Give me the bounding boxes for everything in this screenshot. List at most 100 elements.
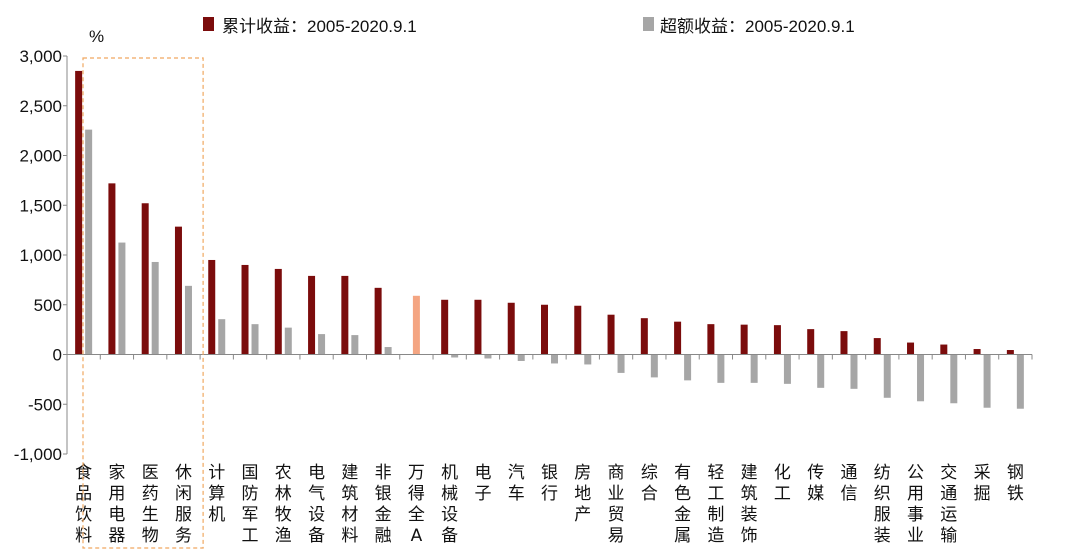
x-category-label: 有色金属 [674, 463, 691, 546]
x-category-label: 综合 [641, 463, 658, 504]
bar-excess [151, 261, 159, 355]
legend-swatch-cumulative [203, 17, 214, 31]
bar-excess [750, 354, 758, 383]
axes [66, 56, 1033, 454]
x-category-label: 国防军工 [242, 463, 259, 546]
bar-cumulative [507, 302, 515, 355]
legend-swatch-excess [643, 17, 654, 31]
bar-cumulative [474, 299, 482, 355]
bar-excess [118, 242, 126, 355]
bar-excess [717, 354, 725, 383]
x-category-label: 化工 [774, 463, 791, 504]
bar-cumulative [141, 203, 149, 355]
bar-cumulative [707, 324, 715, 355]
bar-cumulative [374, 287, 382, 355]
bar-excess [551, 354, 558, 364]
bar-cumulative [674, 321, 682, 355]
y-tick-label: 2,500 [19, 97, 62, 116]
y-tick-label: 0 [53, 346, 62, 365]
bar-excess [684, 354, 692, 381]
bar-cumulative [108, 183, 116, 355]
x-category-label: 建筑材料 [341, 463, 358, 546]
x-category-label: 医药生物 [142, 463, 159, 546]
bar-highlight-wind-a [412, 295, 420, 355]
x-category-label: 传媒 [807, 463, 824, 504]
bar-cumulative [241, 264, 249, 355]
category-labels: 食品饮料家用电器医药生物休闲服务计算机国防军工农林牧渔电气设备建筑材料非银金融万… [75, 463, 1024, 546]
bar-excess [917, 354, 925, 402]
bar-cumulative [75, 70, 83, 355]
bar-cumulative [574, 305, 582, 355]
bar-excess [517, 354, 525, 361]
x-category-label: 建筑装饰 [741, 463, 758, 546]
bar-cumulative [308, 275, 316, 355]
x-category-label: 休闲服务 [175, 463, 192, 546]
x-category-label: 钢铁 [1007, 463, 1024, 504]
bar-cumulative [208, 259, 216, 355]
x-category-label: 交通运输 [940, 463, 957, 546]
bar-cumulative [1006, 350, 1014, 355]
x-category-label: 计算机 [208, 463, 225, 525]
bar-excess [850, 354, 858, 389]
bar-cumulative [940, 344, 948, 355]
bar-cumulative [807, 329, 815, 355]
y-tick-label: 3,000 [19, 47, 62, 66]
bar-excess [351, 335, 359, 355]
bar-cumulative [740, 324, 748, 355]
x-category-label: 纺织服装 [874, 463, 891, 546]
bar-excess [384, 347, 392, 355]
bar-excess [218, 319, 226, 355]
bar-excess [284, 327, 292, 355]
bar-cumulative [773, 325, 781, 355]
legend-label-cumulative: 累计收益：2005-2020.9.1 [222, 17, 417, 36]
bar-cumulative [607, 314, 615, 355]
bar-cumulative [174, 226, 182, 355]
bar-cumulative [907, 342, 915, 355]
bar-cumulative [274, 268, 282, 355]
highlight-box [82, 57, 204, 549]
x-category-label: 机械设备 [441, 463, 458, 546]
bar-excess [1016, 354, 1024, 409]
x-category-label: 食品饮料 [75, 463, 92, 546]
x-category-label: 家用电器 [108, 463, 125, 546]
x-category-label: 非银金融 [375, 463, 392, 546]
bar-excess [184, 285, 192, 355]
x-category-label: 农林牧渔 [275, 463, 292, 546]
bars [75, 70, 1024, 409]
legend-label-excess: 超额收益：2005-2020.9.1 [660, 17, 855, 36]
bar-cumulative [973, 349, 981, 355]
x-category-label: 电气设备 [308, 463, 325, 546]
bar-excess [883, 354, 891, 398]
bar-excess [584, 354, 592, 365]
bar-excess [451, 354, 459, 358]
x-category-label: 银行 [541, 463, 558, 504]
bar-cumulative [873, 338, 881, 355]
y-tick-label: 500 [34, 296, 62, 315]
bar-cumulative [640, 318, 648, 355]
bar-excess [950, 354, 958, 404]
bar-excess [484, 354, 492, 359]
x-category-label: 采掘 [974, 463, 991, 504]
y-axis-unit-label: % [89, 27, 104, 46]
bar-excess [983, 354, 991, 408]
legend: 累计收益：2005-2020.9.1 超额收益：2005-2020.9.1 [203, 17, 855, 36]
x-category-label: 商业贸易 [608, 463, 625, 546]
y-tick-label: 1,500 [19, 196, 62, 215]
bar-excess [650, 354, 658, 378]
bar-excess [85, 129, 93, 355]
x-category-label: 房地产 [574, 463, 591, 525]
y-tick-label: -500 [28, 395, 62, 414]
x-category-label: 公用事业 [907, 463, 924, 546]
y-axis-ticks: -1,000 -500 0 500 1,000 1,500 2,000 2,500 3,000 [14, 47, 67, 464]
x-category-label: 电子 [474, 463, 491, 504]
x-category-label: 汽车 [508, 463, 525, 504]
bar-excess [817, 354, 825, 388]
x-category-label: 万得全 A [408, 463, 425, 546]
bar-excess [251, 324, 259, 355]
bar-cumulative [840, 331, 848, 355]
bar-cumulative [441, 299, 449, 355]
x-category-label: 轻工制造 [707, 463, 724, 546]
bar-excess [783, 354, 791, 384]
bar-cumulative [541, 304, 548, 355]
